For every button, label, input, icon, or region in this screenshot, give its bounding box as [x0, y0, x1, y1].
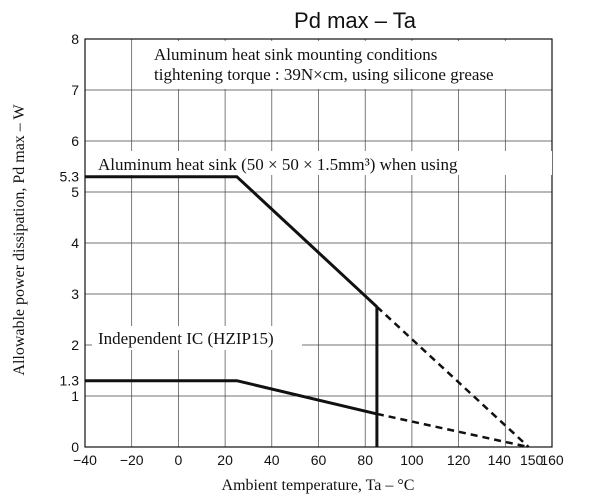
series-1-label: Aluminum heat sink (50 × 50 × 1.5mm³) wh…: [98, 155, 458, 174]
y-axis-label: Allowable power dissipation, Pd max – W: [11, 103, 28, 375]
series-lines: [85, 175, 530, 449]
y-tick-label: 6: [71, 133, 79, 149]
y-tick-label: 5.3: [60, 169, 80, 185]
x-tick-label: 40: [264, 452, 280, 468]
x-tick-label: 140: [488, 452, 512, 468]
x-tick-label: −40: [73, 452, 97, 468]
series-1-dashed-line: [376, 305, 530, 448]
annotation-line-2: tightening torque : 39N×cm, using silico…: [154, 65, 494, 84]
grid: [85, 39, 552, 447]
series-2-label-bg: [92, 326, 302, 350]
series-1-solid-line: [85, 175, 378, 308]
x-tick-label: −20: [120, 452, 144, 468]
y-tick-label: 4: [71, 235, 79, 251]
x-tick-label: 0: [175, 452, 183, 468]
x-tick-label: 60: [311, 452, 327, 468]
x-tick-label: 160: [540, 452, 564, 468]
y-tick-label: 1: [71, 388, 79, 404]
series-1-label-bg: [92, 151, 552, 175]
y-tick-label: 3: [71, 286, 79, 302]
y-tick-label: 5: [71, 184, 79, 200]
y-tick-label: 0: [71, 439, 79, 455]
y-tick-label: 8: [71, 31, 79, 47]
y-tick-label: 2: [71, 337, 79, 353]
x-tick-label: 150: [520, 452, 544, 468]
series-2-label: Independent IC (HZIP15): [98, 329, 274, 348]
y-axis-ticks: 0 11.3 2 3 4 55.3 6 7 8: [60, 31, 80, 455]
y-tick-label: 7: [71, 82, 79, 98]
annotation-line-1: Aluminum heat sink mounting conditions: [154, 45, 437, 64]
x-tick-label: 100: [400, 452, 424, 468]
series-2-dashed-line: [376, 412, 529, 449]
annotation-box: [134, 41, 550, 89]
x-tick-label: 120: [447, 452, 471, 468]
chart-title: Pd max – Ta: [294, 8, 417, 33]
x-tick-label: 80: [357, 452, 373, 468]
plot-frame: [84, 38, 553, 448]
x-tick-label: 20: [217, 452, 233, 468]
series-2-solid-line: [85, 379, 378, 416]
x-axis-label: Ambient temperature, Ta – °C: [222, 477, 415, 494]
y-tick-label: 1.3: [60, 373, 80, 389]
